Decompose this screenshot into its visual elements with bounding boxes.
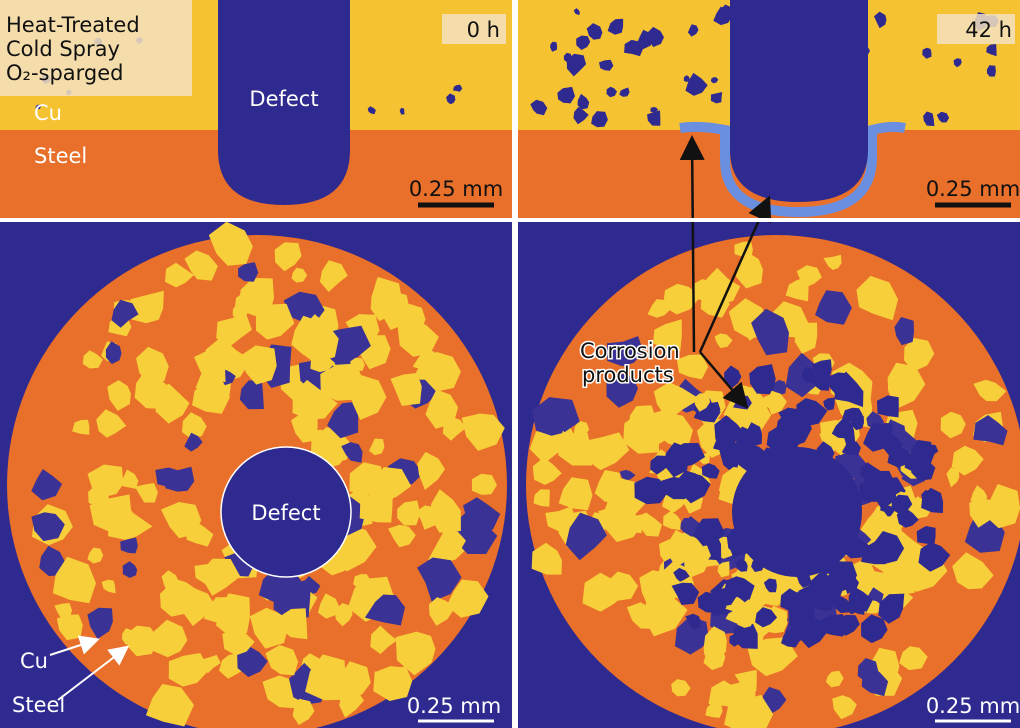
- time-label: 0 h: [467, 18, 500, 42]
- label: Steel: [34, 144, 87, 168]
- time-label: 42 h: [965, 18, 1012, 42]
- bottom-right-image: [518, 222, 1020, 728]
- label: Cu: [34, 101, 62, 125]
- label: Heat-Treated: [6, 13, 140, 37]
- annotation: products: [582, 363, 674, 387]
- label: Cold Spray: [6, 37, 120, 61]
- scale-label: 0.25 mm: [407, 694, 501, 718]
- scale-label: 0.25 mm: [926, 694, 1020, 718]
- bottom-left-image: [0, 222, 512, 728]
- scale-label: 0.25 mm: [926, 177, 1020, 201]
- label: O₂-sparged: [6, 61, 124, 85]
- label: Defect: [251, 501, 320, 525]
- defect: [732, 447, 862, 577]
- divider: [512, 0, 518, 728]
- divider: [0, 218, 1020, 222]
- annotation: Corrosion: [580, 339, 680, 363]
- label: Steel: [12, 693, 65, 717]
- figure: Heat-Treated Cold Spray O₂-sparged 0 h 4…: [0, 0, 1020, 728]
- label: Defect: [249, 87, 318, 111]
- scale-label: 0.25 mm: [409, 177, 503, 201]
- label: Cu: [20, 649, 48, 673]
